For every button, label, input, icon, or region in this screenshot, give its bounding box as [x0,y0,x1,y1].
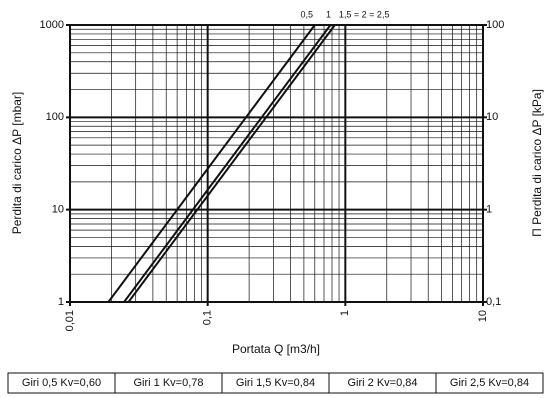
y-tick-label: 1000 [40,19,64,31]
series-line [123,24,332,303]
table-cell-text: Giri 1,5 Kv=0,84 [236,377,315,389]
y2-axis-label: Π Perdita di carico ΔP [kPa] [530,89,544,237]
series-line [127,24,336,303]
y2-tick-label: 10 [486,111,498,123]
plot-area [69,24,484,303]
table-cell-text: Giri 2 Kv=0,84 [347,377,417,389]
table-cell-text: Giri 0,5 Kv=0,60 [22,377,101,389]
series-label: 1,5 = 2 = 2,5 [339,9,390,19]
y-tick-label: 10 [52,204,64,216]
x-axis-label: Portata Q [m3/h] [232,342,320,356]
x-tick-label: 0,1 [202,310,214,325]
y2-tick-label: 100 [486,19,504,31]
y-tick-label: 100 [46,111,64,123]
x-tick-label: 10 [477,310,489,322]
y-tick-label: 1 [58,296,64,308]
table-cell-text: Giri 1 Kv=0,78 [133,377,203,389]
table-cell-text: Giri 2,5 Kv=0,84 [450,377,529,389]
y2-tick-label: 1 [486,204,492,216]
series-line [107,24,316,303]
series-label: 1 [326,9,331,19]
y2-tick-label: 0,1 [486,296,501,308]
x-tick-label: 0,01 [64,310,76,331]
x-tick-label: 1 [339,310,351,316]
table-cell [435,372,544,394]
series-label: 0,5 [301,9,314,19]
y-axis-label: Perdita di carico ΔP [mbar] [10,92,24,235]
